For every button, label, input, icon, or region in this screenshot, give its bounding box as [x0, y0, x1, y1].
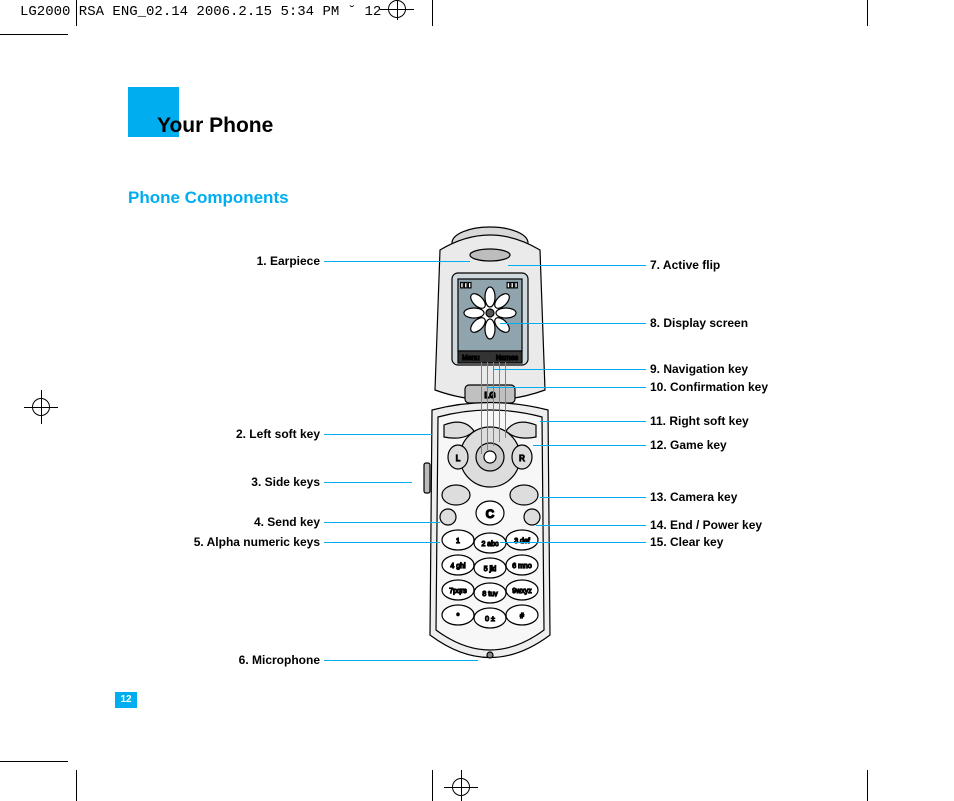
leader-confirm-key: [488, 387, 646, 388]
svg-text:4 ghi: 4 ghi: [450, 563, 466, 570]
svg-text:C: C: [486, 507, 495, 521]
crop-mark: [0, 761, 68, 762]
label-camera-key: 13. Camera key: [650, 490, 737, 504]
leader-camera-key: [540, 497, 646, 498]
svg-text:6 mno: 6 mno: [512, 563, 532, 570]
register-mark: [41, 390, 42, 424]
leader-game-key: [533, 445, 646, 446]
label-active-flip: 7. Active flip: [650, 258, 720, 272]
leader-vertical: [481, 362, 482, 454]
crop-mark: [432, 0, 433, 26]
svg-text:8 tuv: 8 tuv: [482, 591, 498, 598]
leader-end-power: [536, 525, 646, 526]
leader-microphone: [324, 660, 478, 661]
register-mark: [461, 770, 462, 801]
svg-text:▮▮▮: ▮▮▮: [506, 282, 518, 289]
svg-text:L: L: [456, 454, 461, 463]
svg-text:5 jkl: 5 jkl: [484, 566, 497, 573]
leader-right-soft: [540, 421, 646, 422]
label-alpha-num: 5. Alpha numeric keys: [194, 535, 320, 549]
svg-text:#: #: [520, 613, 524, 620]
label-left-soft: 2. Left soft key: [236, 427, 320, 441]
screen-left-softkey: Menu: [462, 355, 480, 362]
label-confirm-key: 10. Confirmation key: [650, 380, 768, 394]
leader-alpha-num: [324, 542, 440, 543]
crop-mark: [0, 34, 68, 35]
label-nav-key: 9. Navigation key: [650, 362, 748, 376]
label-right-soft: 11. Right soft key: [650, 414, 749, 428]
leader-vertical: [505, 362, 506, 438]
crop-mark: [432, 770, 433, 801]
svg-text:0 ±: 0 ±: [485, 616, 495, 623]
register-mark: [397, 0, 398, 20]
crop-mark: [867, 0, 868, 26]
page-number: 12: [115, 692, 137, 708]
crop-mark: [76, 0, 77, 26]
section-title: Phone Components: [128, 188, 289, 208]
label-earpiece: 1. Earpiece: [257, 254, 320, 268]
phone-illustration: Menu Names ▮▮▮ ▮▮▮ LG L R C: [410, 225, 570, 685]
svg-text:2 abc: 2 abc: [481, 541, 499, 548]
leader-display: [500, 323, 646, 324]
leader-clear-key: [500, 542, 646, 543]
svg-text:9wxyz: 9wxyz: [512, 588, 532, 595]
label-side-keys: 3. Side keys: [251, 475, 320, 489]
screen-right-softkey: Names: [496, 355, 519, 362]
label-send-key: 4. Send key: [254, 515, 320, 529]
svg-text:7pqrs: 7pqrs: [449, 588, 467, 595]
leader-earpiece: [324, 261, 470, 262]
label-microphone: 6. Microphone: [239, 653, 320, 667]
svg-text:▮▮▮: ▮▮▮: [460, 282, 472, 289]
svg-text:R: R: [519, 454, 525, 463]
doc-header-text: LG2000 RSA ENG_02.14 2006.2.15 5:34 PM ˘…: [20, 4, 381, 20]
leader-active-flip: [508, 265, 646, 266]
leader-left-soft: [324, 434, 432, 435]
label-end-power: 14. End / Power key: [650, 518, 762, 532]
leader-nav-key: [493, 369, 646, 370]
page-title: Your Phone: [157, 114, 273, 138]
leader-side-keys: [324, 482, 412, 483]
label-clear-key: 15. Clear key: [650, 535, 723, 549]
crop-mark: [867, 770, 868, 801]
svg-text:1: 1: [456, 538, 460, 545]
leader-vertical: [493, 362, 494, 446]
leader-send-key: [324, 522, 440, 523]
svg-text:*: *: [457, 613, 460, 620]
crop-mark: [76, 770, 77, 801]
leader-vertical: [499, 362, 500, 442]
label-game-key: 12. Game key: [650, 438, 727, 452]
label-display: 8. Display screen: [650, 316, 748, 330]
leader-vertical: [487, 362, 488, 450]
